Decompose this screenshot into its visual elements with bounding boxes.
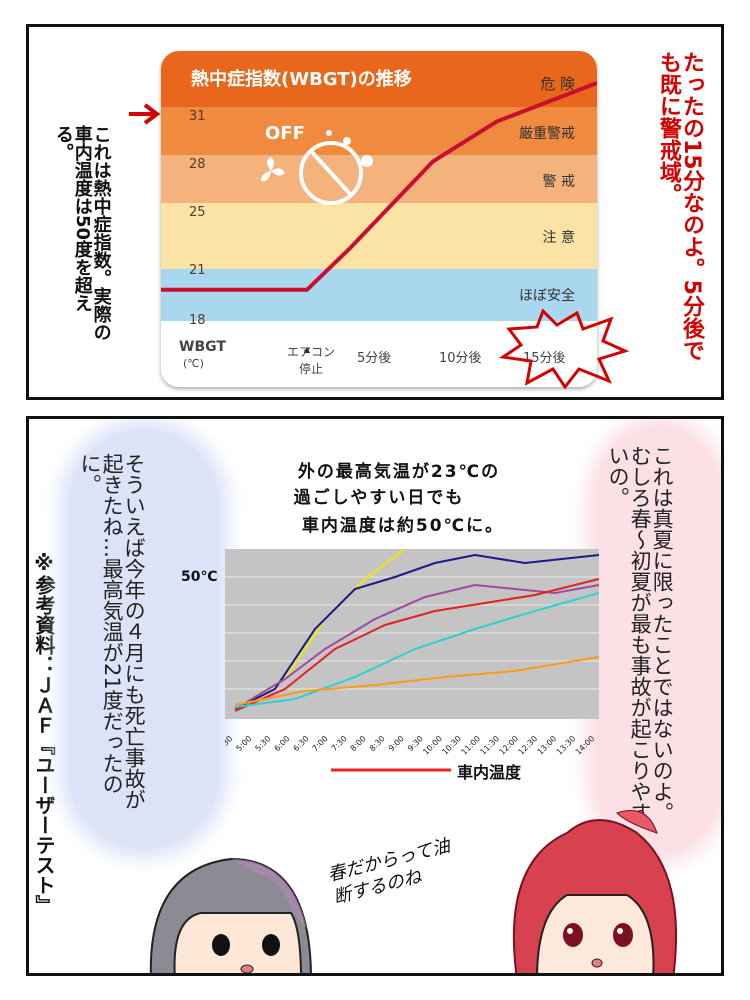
ac-off-icon bbox=[261, 130, 373, 205]
temperature-chart: 4:30 5:00 5:30 6:00 6:30 7:00 7:30 8:00 8:30 9:00… bbox=[225, 549, 599, 757]
x-tick-label: 12:30 bbox=[517, 734, 540, 757]
x-tick-label: 10:30 bbox=[440, 734, 463, 757]
x-tick-label: 13:30 bbox=[555, 734, 578, 757]
x-label-5min: 5分後 bbox=[357, 351, 392, 366]
chart-title: 熱中症指数(WBGT)の推移 bbox=[191, 69, 412, 90]
right-caption: たったの15分なのよ。5分後でも既に警戒域。 bbox=[655, 51, 704, 361]
character-left bbox=[149, 857, 312, 973]
ac-stop-marker bbox=[304, 347, 310, 353]
x-tick-label: 9:00 bbox=[387, 734, 406, 753]
left-bubble-text: そういえば今年の４月にも死亡事故が起きたね…最高気温が21度だったのに。 bbox=[78, 453, 147, 810]
x-tick-label: 5:00 bbox=[234, 734, 253, 753]
x-tick-label: 5:30 bbox=[253, 734, 272, 753]
x-axis-area bbox=[161, 321, 597, 387]
character-right bbox=[512, 810, 678, 973]
band-caution bbox=[161, 203, 597, 269]
y-tick: 25 bbox=[189, 205, 206, 220]
band-label-severe: 厳重警戒 bbox=[519, 126, 575, 142]
fan-icon bbox=[261, 157, 285, 182]
y-marker-50c: 50℃ bbox=[181, 569, 218, 585]
y-axis-unit: (℃) bbox=[183, 357, 204, 370]
x-tick-label: 12:00 bbox=[498, 734, 521, 757]
x-tick-label: 6:30 bbox=[292, 734, 311, 753]
x-tick-label: 4:30 bbox=[225, 734, 234, 753]
right-bubble-text: これは真夏に限ったことではないのよ。むしろ春～初夏が最も事故が起こりやすいの。 bbox=[606, 445, 675, 823]
y-tick: 31 bbox=[189, 109, 206, 124]
panel-wbgt: これは熱中症指数。実際の車内温度は50度を超える。 熱中症指数(WBGT)の推移… bbox=[26, 24, 724, 400]
x-label-ac-stop: エアコン停止 bbox=[286, 345, 335, 376]
x-label-15min: 15分後 bbox=[523, 351, 566, 366]
x-tick-label: 11:00 bbox=[459, 734, 482, 757]
x-tick-label: 6:00 bbox=[273, 734, 292, 753]
x-tick-label: 14:00 bbox=[574, 734, 597, 757]
x-tick-label: 7:00 bbox=[311, 734, 330, 753]
wbgt-chart: 熱中症指数(WBGT)の推移 危 険 厳重警戒 警 戒 注 意 ほぼ安全 31 … bbox=[161, 51, 597, 387]
reference-note: ※参考資料：ＪＡＦ『ユーザーテスト』 bbox=[32, 551, 56, 915]
panel-temperature: ※参考資料：ＪＡＦ『ユーザーテスト』 そういえば今年の４月にも死亡事故が起きたね… bbox=[26, 416, 724, 976]
left-speech-bubble bbox=[69, 429, 219, 849]
off-label: OFF bbox=[265, 123, 305, 144]
band-label-warning: 警 戒 bbox=[542, 174, 575, 190]
x-tick-label: 8:00 bbox=[349, 734, 368, 753]
red-arrow-icon bbox=[129, 103, 161, 125]
legend-label: 車内温度 bbox=[457, 763, 522, 782]
temperature-series-4 bbox=[234, 578, 599, 712]
handwritten-note: 春だからって油断するのね bbox=[325, 835, 453, 909]
starburst-callout bbox=[499, 309, 629, 389]
wbgt-line-plot bbox=[161, 81, 597, 353]
plot-area bbox=[225, 549, 599, 719]
x-tick-label: 8:30 bbox=[368, 734, 387, 753]
headline-line-3: 車内温度は約50℃に。 bbox=[301, 516, 505, 536]
x-tick-label: 11:30 bbox=[478, 734, 501, 757]
x-label-10min: 10分後 bbox=[439, 351, 482, 366]
band-label-danger: 危 険 bbox=[540, 75, 575, 93]
temperature-series-2 bbox=[234, 553, 599, 710]
y-tick: 18 bbox=[189, 313, 206, 328]
x-tick-label: 7:30 bbox=[330, 734, 349, 753]
legend-line bbox=[331, 768, 451, 772]
x-tick-label: 10:00 bbox=[421, 734, 444, 757]
temperature-series-6 bbox=[234, 656, 599, 706]
y-axis-name: WBGT bbox=[179, 339, 226, 355]
y-tick: 21 bbox=[189, 263, 206, 278]
band-safe bbox=[161, 269, 597, 321]
right-speech-bubble bbox=[595, 425, 721, 855]
band-label-safe: ほぼ安全 bbox=[519, 288, 575, 304]
band-label-caution: 注 意 bbox=[542, 230, 575, 246]
headline-line-1: 外の最高気温が23℃の bbox=[297, 462, 501, 482]
band-severe bbox=[161, 107, 597, 155]
y-tick: 28 bbox=[189, 157, 206, 172]
temperature-series-5 bbox=[234, 592, 599, 708]
left-caption: これは熱中症指数。実際の車内温度は50度を超える。 bbox=[52, 125, 112, 341]
band-danger bbox=[161, 51, 597, 107]
temperature-series-3 bbox=[234, 583, 599, 710]
x-tick-label: 13:00 bbox=[536, 734, 559, 757]
band-warning bbox=[161, 155, 597, 203]
headline-line-2: 過ごしやすい日でも bbox=[293, 488, 465, 508]
wbgt-series-line bbox=[161, 81, 597, 292]
